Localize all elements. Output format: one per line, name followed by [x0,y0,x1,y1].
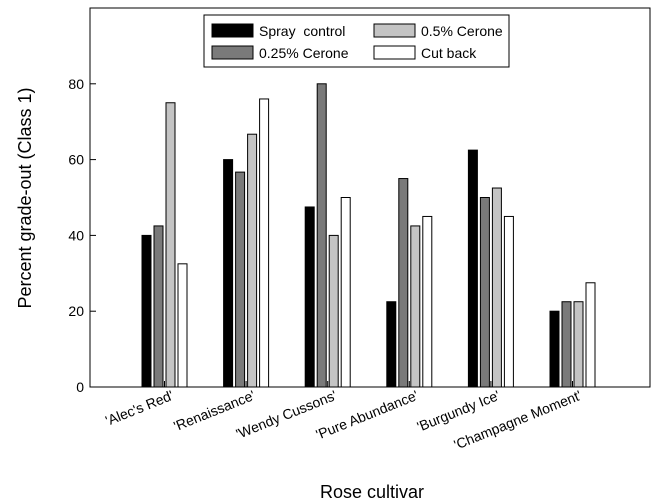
x-axis: 'Alec's Red''Renaissance''Wendy Cussons'… [103,381,584,453]
legend-label: 0.5% Cerone [421,23,503,39]
legend-label: Cut back [421,45,477,61]
bar [503,215,514,388]
bar [340,197,351,388]
y-axis: 0 20 40 60 80 [68,76,96,395]
bar [491,187,502,388]
legend: Spray control 0.25% Cerone 0.5% Cerone Cut … [203,14,510,68]
bar [177,263,188,388]
bar [585,282,596,388]
y-tick-label: 40 [68,227,84,243]
bar [328,234,339,388]
bar [410,225,421,388]
bar [316,83,327,388]
bar [561,301,572,388]
bar [386,301,397,388]
x-axis-label: Rose cultivar [320,482,424,502]
bar [398,178,409,388]
y-tick-label: 80 [68,76,84,92]
bar [235,171,246,388]
legend-label: 0.25% Cerone [259,45,349,61]
bar [549,310,560,388]
bar [304,206,315,388]
y-tick-label: 60 [68,152,84,168]
bar [153,225,164,388]
legend-swatch [373,23,416,38]
bar [467,149,478,388]
legend-box [203,14,510,68]
bar [422,215,433,388]
bar [223,159,234,388]
bars [141,83,596,388]
plot-frame [89,7,651,388]
bar [573,301,584,388]
legend-swatch [211,23,254,38]
bar [259,98,270,388]
bar [479,197,490,388]
bar [165,102,176,388]
x-tick-label: 'Alec's Red' [103,387,176,429]
legend-swatch [211,45,254,60]
y-tick-label: 0 [76,379,84,395]
bar [247,133,258,388]
y-axis-label: Percent grade-out (Class 1) [15,87,35,308]
legend-swatch [373,45,416,60]
y-tick-label: 20 [68,303,84,319]
legend-label: Spray control [259,23,345,39]
bar [141,234,152,388]
